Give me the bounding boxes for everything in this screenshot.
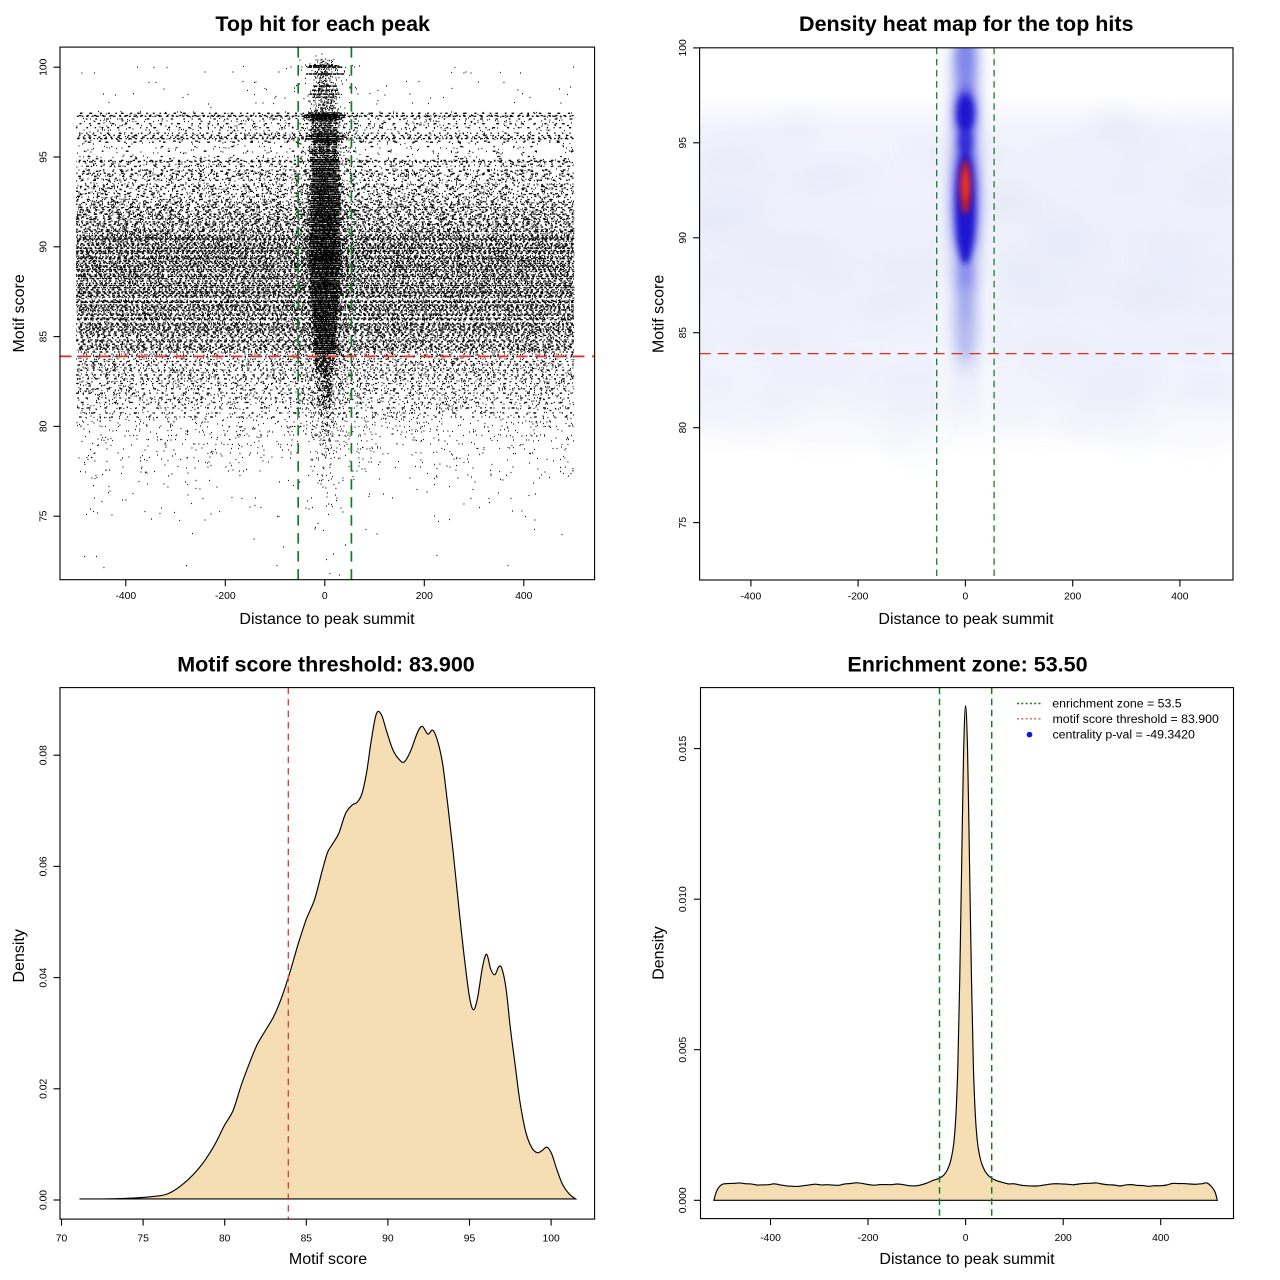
svg-text:0.06: 0.06 xyxy=(39,856,50,876)
svg-text:400: 400 xyxy=(515,591,532,602)
svg-text:0.08: 0.08 xyxy=(39,745,50,765)
svg-text:75: 75 xyxy=(39,510,50,522)
svg-text:-400: -400 xyxy=(741,591,762,602)
svg-text:85: 85 xyxy=(39,331,50,343)
svg-text:Enrichment zone: 53.50: Enrichment zone: 53.50 xyxy=(847,652,1087,676)
svg-text:200: 200 xyxy=(416,591,433,602)
svg-text:400: 400 xyxy=(1171,591,1188,602)
svg-text:0.02: 0.02 xyxy=(39,1079,50,1099)
svg-text:75: 75 xyxy=(137,1233,149,1244)
svg-text:Distance to peak summit: Distance to peak summit xyxy=(879,1251,1055,1268)
svg-text:0.04: 0.04 xyxy=(39,967,50,987)
svg-text:80: 80 xyxy=(678,422,689,434)
svg-text:Top hit for each peak: Top hit for each peak xyxy=(215,12,430,36)
svg-text:100: 100 xyxy=(678,39,689,56)
svg-text:0.010: 0.010 xyxy=(678,886,689,912)
svg-text:0.00: 0.00 xyxy=(39,1190,50,1210)
svg-text:80: 80 xyxy=(39,420,50,432)
svg-text:95: 95 xyxy=(678,137,689,149)
svg-text:-200: -200 xyxy=(215,591,236,602)
svg-text:100: 100 xyxy=(543,1233,560,1244)
svg-text:centrality p-val = -49.3420: centrality p-val = -49.3420 xyxy=(1053,728,1196,742)
svg-text:80: 80 xyxy=(219,1233,231,1244)
svg-text:100: 100 xyxy=(39,58,50,75)
svg-text:95: 95 xyxy=(464,1233,476,1244)
svg-text:-200: -200 xyxy=(848,591,869,602)
svg-text:90: 90 xyxy=(382,1233,394,1244)
svg-text:Motif score threshold: 83.900: Motif score threshold: 83.900 xyxy=(177,652,475,676)
svg-text:Motif score: Motif score xyxy=(651,275,668,353)
svg-text:Distance to peak summit: Distance to peak summit xyxy=(239,611,415,628)
svg-text:Density: Density xyxy=(651,926,668,979)
svg-text:70: 70 xyxy=(56,1233,68,1244)
svg-text:85: 85 xyxy=(678,327,689,339)
svg-text:-400: -400 xyxy=(760,1233,781,1244)
svg-text:-400: -400 xyxy=(115,591,136,602)
svg-text:-200: -200 xyxy=(858,1233,879,1244)
svg-text:motif score threshold = 83.900: motif score threshold = 83.900 xyxy=(1053,712,1220,726)
svg-text:0.005: 0.005 xyxy=(678,1037,689,1063)
svg-text:200: 200 xyxy=(1064,591,1081,602)
svg-text:75: 75 xyxy=(678,517,689,529)
svg-text:90: 90 xyxy=(678,232,689,244)
svg-text:enrichment zone = 53.5: enrichment zone = 53.5 xyxy=(1052,697,1181,711)
svg-text:90: 90 xyxy=(39,241,50,253)
svg-text:0: 0 xyxy=(963,591,969,602)
svg-text:Motif score: Motif score xyxy=(11,274,28,352)
svg-text:95: 95 xyxy=(39,151,50,163)
svg-text:Motif score: Motif score xyxy=(289,1251,367,1268)
svg-text:0: 0 xyxy=(963,1233,969,1244)
svg-text:0: 0 xyxy=(322,591,328,602)
svg-text:0.000: 0.000 xyxy=(678,1187,689,1213)
svg-text:400: 400 xyxy=(1152,1233,1169,1244)
svg-text:0.015: 0.015 xyxy=(678,735,689,761)
svg-text:Density: Density xyxy=(11,929,28,982)
svg-text:200: 200 xyxy=(1055,1233,1072,1244)
svg-text:Density heat map for the top h: Density heat map for the top hits xyxy=(799,12,1134,36)
svg-text:85: 85 xyxy=(301,1233,313,1244)
svg-text:Distance to peak summit: Distance to peak summit xyxy=(878,611,1054,628)
